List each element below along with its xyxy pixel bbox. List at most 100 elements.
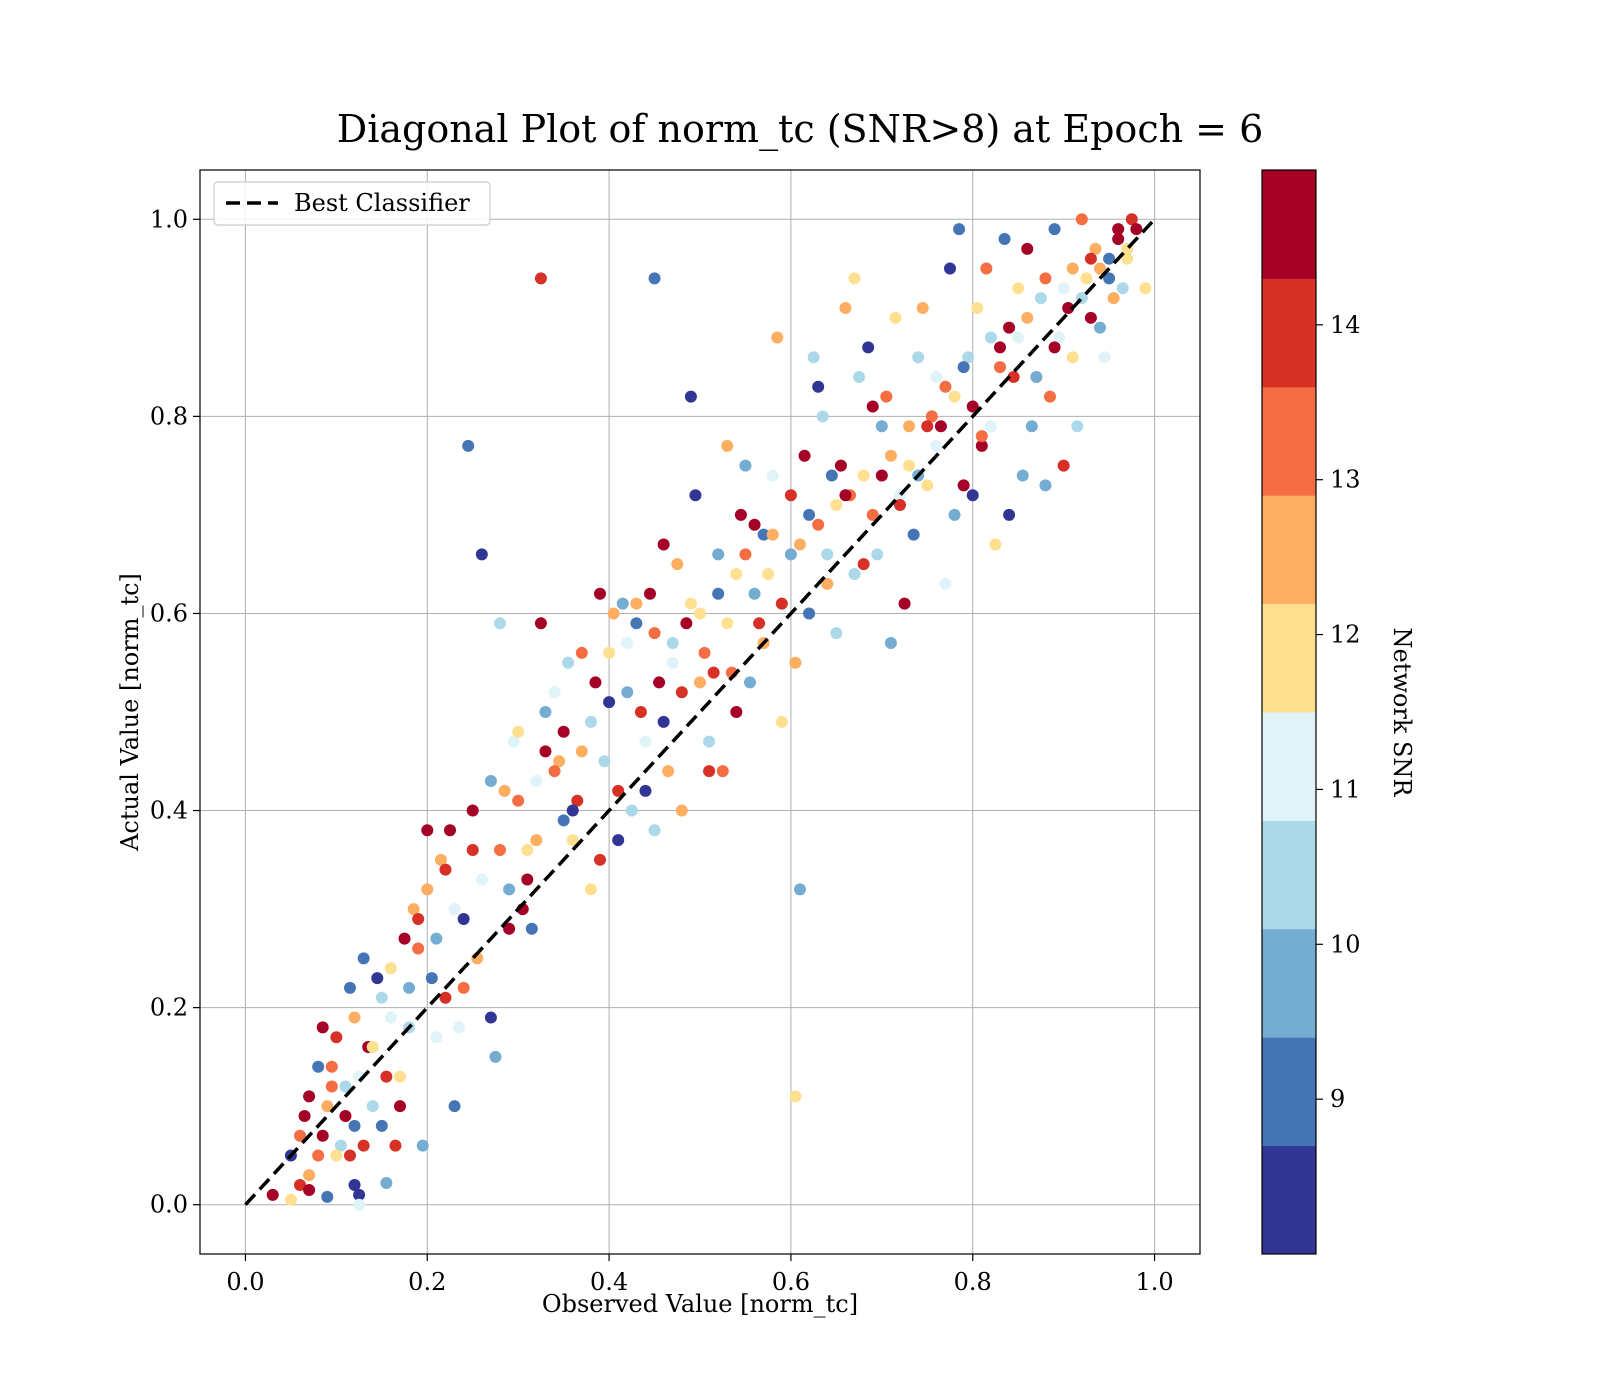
colorbar: 9 10 11 12 13 14 Network SNR	[1261, 169, 1416, 1255]
scatter-point	[694, 676, 706, 689]
scatter-point	[534, 272, 547, 285]
scatter-point	[771, 331, 784, 344]
scatter-point	[821, 548, 834, 561]
scatter-point	[707, 666, 720, 679]
scatter-point	[994, 361, 1006, 374]
scatter-point	[439, 863, 452, 876]
scatter-point	[575, 745, 588, 758]
scatter-point	[557, 725, 570, 738]
scatter-point	[921, 479, 934, 492]
best-classifier-line	[244, 218, 1156, 1206]
scatter-point	[789, 656, 802, 669]
scatter-point	[334, 1139, 347, 1152]
scatter-point	[394, 1100, 406, 1113]
scatter-point	[916, 301, 929, 314]
scatter-point	[703, 735, 716, 748]
scatter-point	[612, 784, 625, 797]
scatter-point	[671, 558, 684, 571]
scatter-point	[612, 834, 625, 847]
scatter-point	[1012, 282, 1025, 295]
legend: Best Classifier	[213, 181, 491, 226]
y-axis-ticks: 0.0 0.2 0.4 0.6 0.8 1.0	[150, 205, 200, 1219]
scatter-point	[684, 390, 697, 403]
scatter-point	[439, 991, 452, 1004]
scatter-point	[984, 331, 997, 344]
scatter-point	[798, 449, 811, 462]
scatter-point	[753, 617, 766, 630]
scatter-point	[939, 577, 952, 590]
scatter-point	[630, 597, 643, 610]
scatter-point	[721, 617, 734, 630]
scatter-point	[325, 1080, 338, 1093]
scatter-point	[1125, 213, 1138, 226]
scatter-point	[525, 922, 538, 935]
scatter-point	[430, 932, 443, 945]
scatter-point	[680, 617, 693, 630]
scatter-point	[884, 637, 897, 650]
scatter-point	[339, 1110, 352, 1123]
scatter-point	[475, 873, 488, 886]
scatter-point	[766, 469, 779, 482]
scatter-point	[816, 410, 829, 423]
scatter-point	[989, 538, 1002, 551]
scatter-point	[353, 1198, 366, 1211]
scatter-point	[625, 804, 638, 817]
scatter-point	[657, 715, 670, 728]
scatter-point	[589, 676, 602, 689]
scatter-point	[980, 262, 993, 275]
scatter-point	[434, 853, 447, 866]
scatter-point	[789, 1090, 802, 1103]
scatter-point	[648, 627, 661, 640]
scatter-point	[457, 981, 470, 994]
scatter-point	[539, 706, 552, 718]
colorbar-segment	[1262, 603, 1316, 713]
scatter-point	[634, 706, 647, 718]
scatter-point	[821, 577, 834, 590]
scatter-point	[1116, 282, 1129, 295]
scatter-point	[303, 1169, 316, 1182]
scatter-point	[312, 1149, 325, 1162]
scatter-point	[998, 232, 1011, 245]
scatter-point	[866, 400, 879, 413]
scatter-point	[357, 1139, 370, 1152]
y-axis-label: Actual Value [norm_tc]	[116, 573, 144, 852]
scatter-point	[1089, 242, 1102, 255]
colorbar-tick-label: 11	[1330, 775, 1361, 803]
x-tick-label: 0.2	[408, 1268, 446, 1296]
scatter-point	[444, 824, 456, 837]
plot-area: 0.0 0.2 0.4 0.6 0.8 1.0 0.0 0.2 0.4 0.6 0.8 1.0	[150, 169, 1201, 1296]
scatter-point	[871, 548, 884, 561]
x-tick-label: 1.0	[1135, 1268, 1173, 1296]
scatter-point	[639, 784, 652, 797]
scatter-point	[316, 1129, 329, 1142]
scatter-point	[448, 1100, 461, 1113]
scatter-point	[848, 272, 861, 285]
scatter-point	[739, 459, 752, 472]
scatter-point	[1021, 311, 1034, 324]
scatter-point	[757, 528, 770, 541]
scatter-point	[530, 834, 543, 847]
scatter-point	[921, 420, 934, 433]
scatter-point	[889, 311, 902, 324]
colorbar-segment	[1262, 1145, 1316, 1255]
colorbar-segment	[1262, 278, 1316, 388]
scatter-point	[521, 873, 534, 886]
scatter-point	[698, 646, 711, 659]
scatter-point	[603, 696, 616, 709]
scatter-point	[648, 272, 661, 285]
scatter-point	[775, 597, 788, 610]
scatter-point	[607, 607, 620, 620]
scatter-point	[421, 824, 434, 837]
scatter-point	[957, 479, 970, 492]
scatter-point	[512, 794, 525, 807]
scatter-point	[1030, 370, 1043, 383]
scatter-point	[557, 814, 570, 827]
scatter-point	[684, 597, 697, 610]
colorbar-segment	[1262, 1037, 1316, 1147]
colorbar-tick-label: 9	[1330, 1085, 1345, 1113]
scatter-point	[489, 1050, 502, 1063]
colorbar-segment	[1262, 820, 1316, 930]
scatter-point	[303, 1090, 316, 1103]
scatter-point	[675, 804, 688, 817]
scatter-point	[398, 932, 411, 945]
